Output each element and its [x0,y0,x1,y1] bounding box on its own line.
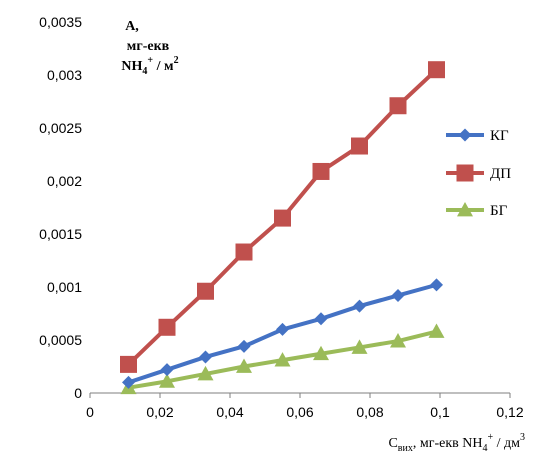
x-tick-label: 0,02 [146,404,173,420]
data-point [236,358,252,373]
data-point [351,339,368,354]
y-axis-title-line-3: NH4+ / м2 [121,55,178,77]
legend-swatch-marker [458,128,472,142]
data-point [237,339,251,353]
legend-item: ДП [446,164,511,182]
legend-item: БГ [446,202,508,219]
legend: КГ ДП БГ [446,128,511,219]
data-point [197,365,214,381]
x-tick-label: 0 [86,404,94,420]
data-point [122,375,135,389]
data-point [389,97,407,115]
data-point [353,299,366,313]
data-point [159,373,175,388]
data-point [430,278,443,292]
legend-item: КГ [446,128,509,144]
y-tick-label: 0,0005 [39,332,82,348]
x-tick-label: 0,12 [496,404,523,420]
y-tick-label: 0,0035 [39,14,82,30]
series-1 [122,278,443,389]
data-point [313,345,329,361]
legend-label: ДП [490,166,511,182]
x-tick-label: 0,04 [216,404,243,420]
y-tick-label: 0,003 [47,67,82,83]
data-point [351,137,368,155]
legend-label: КГ [490,128,509,144]
y-axis-title-line-2: мг-екв [127,39,170,54]
x-tick-label: 0,1 [430,404,450,420]
data-point [312,162,330,180]
legend-label: БГ [490,203,508,219]
y-tick-label: 0,001 [47,279,82,295]
y-axis-ticks: 0 0,0005 0,001 0,0015 0,002 0,0025 0,003 0,0035 [39,14,82,401]
x-tick-label: 0,08 [356,404,383,420]
x-axis-title: Cвих, мг-екв NH4+ / дм3 [388,432,525,454]
data-point [160,363,174,377]
x-tick-label: 0,06 [286,404,313,420]
y-tick-label: 0,0025 [39,120,82,136]
data-point [197,282,214,300]
data-point [274,209,291,227]
data-point [158,318,176,336]
data-point [274,352,291,367]
series-2 [120,61,445,373]
data-point [428,61,445,79]
legend-swatch-marker [456,164,474,182]
data-point [391,288,405,302]
y-tick-label: 0,0015 [39,226,82,242]
x-axis-ticks: 0 0,02 0,04 0,06 0,08 0,1 0,12 [86,393,524,420]
data-point [235,243,253,261]
data-point [276,322,289,336]
data-point [314,312,328,326]
legend-swatch-marker [457,202,473,217]
y-axis-title-line-1: А, [125,19,139,34]
series-layer [120,61,445,395]
y-tick-label: 0 [74,385,82,401]
data-point [199,350,212,364]
data-point [428,323,445,338]
data-point [390,333,406,348]
y-tick-label: 0,002 [47,173,82,189]
data-point [120,355,137,373]
series-3 [120,323,445,395]
